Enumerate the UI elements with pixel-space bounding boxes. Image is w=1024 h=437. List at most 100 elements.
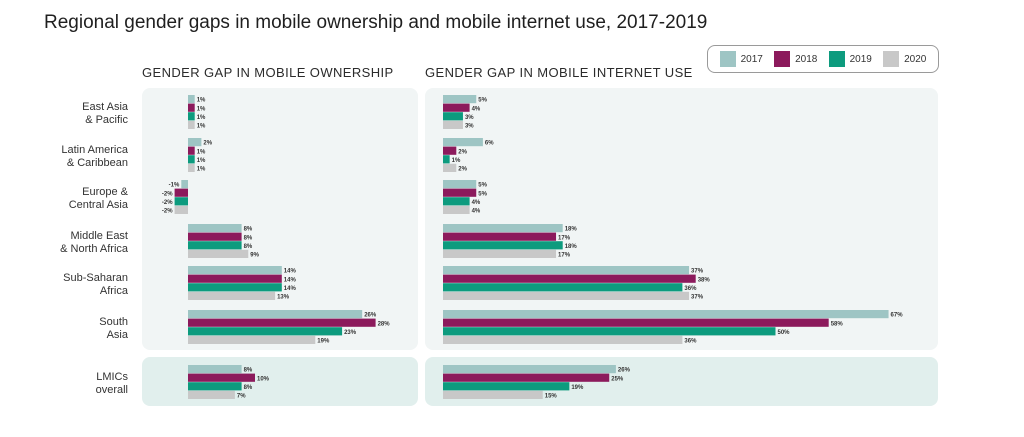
value-label: 8% [244,368,253,374]
bar-2017 [443,310,889,319]
bar-2019 [443,283,683,292]
value-label: -1% [169,183,180,189]
bar-2018 [443,373,610,382]
bar-2019 [174,197,188,206]
category-label: & Pacific [85,114,128,126]
value-label: 14% [284,277,297,283]
legend-swatch [774,51,791,67]
bar-2020 [188,390,235,399]
bar-2017 [443,138,483,147]
bar-2018 [188,373,255,382]
value-label: 4% [472,200,481,206]
bar-2018 [443,232,557,241]
value-label: 1% [197,124,206,130]
value-label: 5% [478,183,487,189]
bar-2019 [188,283,282,292]
legend-swatch [883,51,900,67]
bar-2020 [443,205,470,214]
bar-2018 [188,232,242,241]
bar-2019 [443,112,463,121]
legend-label: 2020 [904,53,927,65]
bar-2017 [188,95,195,104]
value-label: 10% [257,376,270,382]
bar-2020 [443,335,683,344]
value-label: 28% [378,321,391,327]
value-label: 4% [472,209,481,215]
category-label: Asia [107,329,129,341]
legend-label: 2017 [740,53,763,65]
value-label: 37% [691,295,704,301]
bar-2017 [443,365,616,374]
bar-2019 [188,112,195,121]
bar-2018 [443,188,477,197]
value-label: 19% [317,339,330,345]
category-label: Latin America [61,144,129,156]
bar-2018 [443,274,696,283]
value-label: 67% [891,313,904,319]
value-label: 8% [244,227,253,233]
value-label: 1% [197,115,206,121]
panel-title-internet-use: GENDER GAP IN MOBILE INTERNET USE [425,65,693,80]
value-label: 8% [244,385,253,391]
value-label: 23% [344,330,357,336]
bar-2017 [188,138,202,147]
value-label: 17% [558,253,571,259]
bar-2019 [188,327,343,336]
bar-2020 [443,163,457,172]
overall-background [142,357,418,406]
value-label: 5% [478,191,487,197]
bar-2018 [174,188,188,197]
bar-2020 [443,390,543,399]
legend-label: 2019 [849,53,872,65]
value-label: 36% [684,286,697,292]
category-label: Africa [100,285,129,297]
legend-swatch [719,51,736,67]
bar-2020 [188,335,316,344]
bar-2020 [443,120,463,129]
legend-item-2017: 2017 [719,51,763,67]
bar-2017 [443,180,477,189]
value-label: 13% [277,295,290,301]
category-label: & Caribbean [67,157,128,169]
legend-item-2019: 2019 [828,51,872,67]
value-label: -2% [162,209,173,215]
value-label: 9% [250,253,259,259]
bar-2018 [188,274,282,283]
category-label: LMICs [96,371,128,383]
bar-2020 [188,163,195,172]
bar-2019 [188,382,242,391]
bar-2017 [443,224,563,233]
bar-2018 [188,103,195,112]
panel-title-ownership: GENDER GAP IN MOBILE OWNERSHIP [142,65,394,80]
value-label: 8% [244,244,253,250]
bar-2019 [443,382,570,391]
category-label: Central Asia [69,199,129,211]
value-label: 58% [831,321,844,327]
bar-2018 [443,318,829,327]
value-label: 2% [458,167,467,173]
value-label: 18% [565,244,578,250]
bar-2019 [443,155,450,164]
bar-2020 [188,120,195,129]
value-label: 3% [465,124,474,130]
value-label: 50% [778,330,791,336]
category-label: Sub-Saharan [63,272,128,284]
bar-2017 [188,224,242,233]
bar-2019 [443,197,470,206]
bar-2019 [443,241,563,250]
bar-2019 [188,241,242,250]
legend-item-2020: 2020 [883,51,926,67]
value-label: 19% [571,385,584,391]
value-label: 3% [465,115,474,121]
bar-2017 [188,310,363,319]
bar-2020 [174,205,188,214]
value-label: 1% [197,149,206,155]
bar-2020 [443,249,557,258]
value-label: 17% [558,235,571,241]
value-label: 6% [485,141,494,147]
value-label: 5% [478,98,487,104]
bar-2018 [188,318,376,327]
bar-2019 [188,155,195,164]
value-label: 1% [197,158,206,164]
